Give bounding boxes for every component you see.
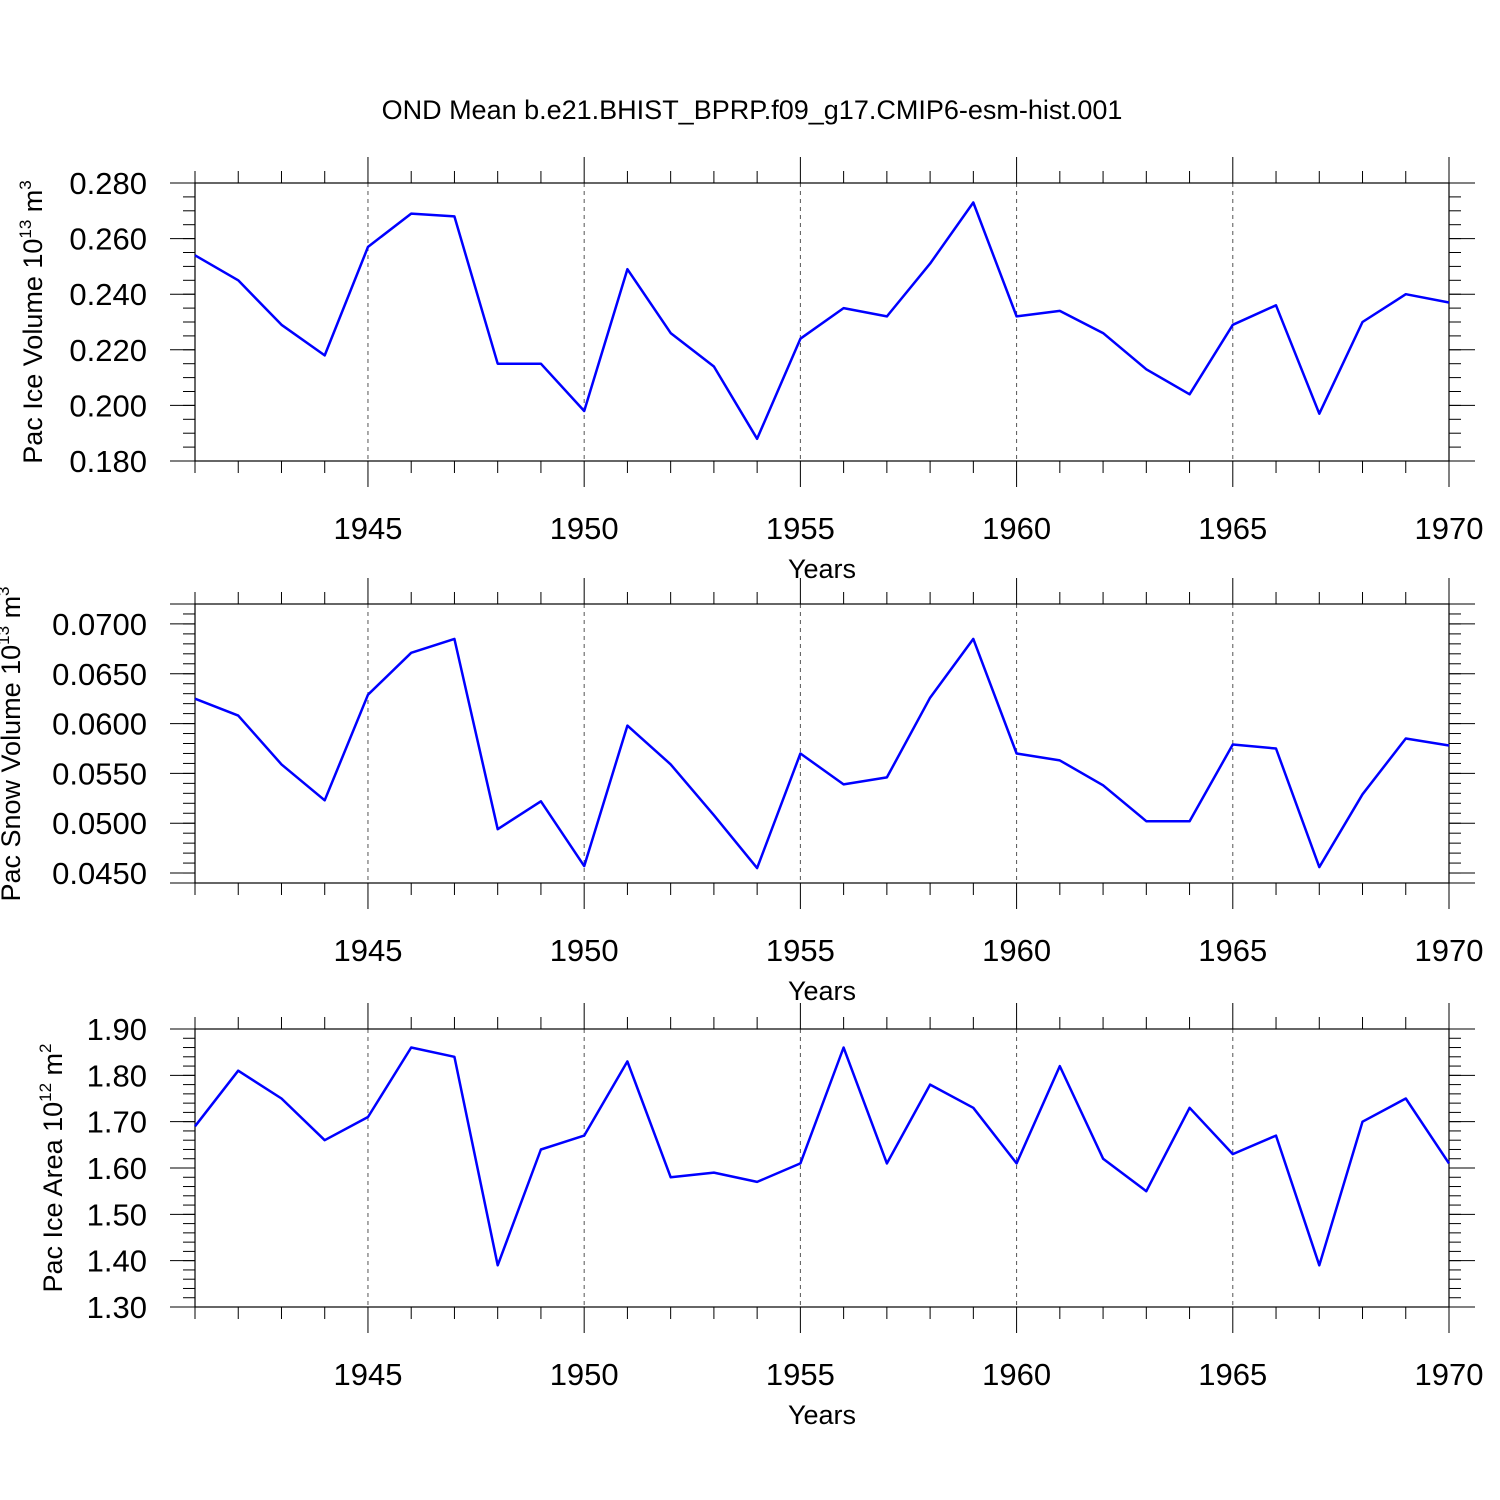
y-axis-title-text: Pac Ice Area 10 — [38, 1102, 68, 1293]
y-tick-label: 0.0450 — [52, 856, 147, 891]
x-axis-title: Years — [788, 976, 856, 1006]
panel-1: 1945 1950 1955 1960 1965 1970 Years 0.180 0.200 0… — [16, 157, 1483, 584]
y-tick-label: 0.0500 — [52, 806, 147, 841]
panel-3: 1945 1950 1955 1960 1965 1970 Years 1.30 1.40 1.5… — [36, 1003, 1483, 1430]
x-tick-label: 1970 — [1415, 1357, 1484, 1392]
chart-title: OND Mean b.e21.BHIST_BPRP.f09_g17.CMIP6-… — [382, 95, 1123, 125]
y-axis-title-text: Pac Ice Volume 10 — [18, 239, 48, 464]
y-axis-title: Pac Ice Volume 1013 m3 — [16, 180, 48, 464]
x-tick-label: 1965 — [1198, 1357, 1267, 1392]
y-axis-title-unit-exponent: 3 — [16, 180, 35, 189]
x-tick-label: 1970 — [1415, 933, 1484, 968]
y-tick-label: 0.200 — [69, 388, 147, 423]
y-tick-label: 0.0550 — [52, 756, 147, 791]
y-tick-label: 1.30 — [87, 1290, 147, 1325]
x-axis-title: Years — [788, 1400, 856, 1430]
y-axis-title-exponent: 13 — [16, 220, 35, 239]
y-axis-title-unit-exponent: 2 — [36, 1043, 55, 1052]
series-line — [194, 637, 1450, 870]
y-tick-label: 1.40 — [87, 1244, 147, 1279]
y-axis-title-unit: m — [0, 596, 26, 626]
x-tick-label: 1950 — [550, 933, 619, 968]
panel-2: 1945 1950 1955 1960 1965 1970 Years 0.0450 0.050… — [0, 578, 1483, 1006]
y-tick-label: 1.90 — [87, 1012, 147, 1047]
y-axis-title-unit: m — [38, 1053, 68, 1083]
y-tick-label: 0.0700 — [52, 607, 147, 642]
y-axis-title: Pac Snow Volume 1013 m3 — [0, 586, 26, 901]
y-axis-title-text: Pac Snow Volume 10 — [0, 645, 26, 902]
y-tick-label: 0.220 — [69, 333, 147, 368]
x-tick-label: 1955 — [766, 933, 835, 968]
series-line — [194, 1046, 1451, 1267]
y-tick-label: 0.180 — [69, 444, 147, 479]
y-tick-label: 1.60 — [87, 1151, 147, 1186]
x-tick-label: 1965 — [1198, 933, 1267, 968]
x-tick-label: 1950 — [550, 1357, 619, 1392]
x-tick-label: 1960 — [982, 511, 1051, 546]
y-tick-label: 0.0650 — [52, 657, 147, 692]
x-tick-label: 1945 — [333, 1357, 402, 1392]
y-tick-label: 1.70 — [87, 1105, 147, 1140]
y-tick-label: 1.50 — [87, 1197, 147, 1232]
y-axis-title-exponent: 13 — [0, 626, 13, 645]
series-line — [194, 201, 1450, 441]
x-tick-label: 1950 — [550, 511, 619, 546]
y-axis-title-unit-exponent: 3 — [0, 586, 13, 595]
x-tick-label: 1955 — [766, 511, 835, 546]
x-tick-label: 1945 — [333, 933, 402, 968]
y-tick-label: 0.240 — [69, 277, 147, 312]
y-axis-title: Pac Ice Area 1012 m2 — [36, 1043, 68, 1292]
plot-frame — [194, 1028, 1450, 1308]
panels: 1945 1950 1955 1960 1965 1970 Years 0.180 0.200 0… — [0, 157, 1483, 1430]
x-tick-label: 1955 — [766, 1357, 835, 1392]
y-tick-label: 0.260 — [69, 222, 147, 257]
plot-frame — [194, 603, 1450, 884]
x-tick-label: 1965 — [1198, 511, 1267, 546]
x-axis-title: Years — [788, 554, 856, 584]
x-tick-label: 1945 — [333, 511, 402, 546]
x-tick-label: 1960 — [982, 1357, 1051, 1392]
y-axis-title-unit: m — [18, 190, 48, 220]
y-tick-label: 0.0600 — [52, 707, 147, 742]
x-tick-label: 1960 — [982, 933, 1051, 968]
x-tick-label: 1970 — [1415, 511, 1484, 546]
y-tick-label: 0.280 — [69, 166, 147, 201]
y-axis-title-exponent: 12 — [36, 1083, 55, 1102]
y-tick-label: 1.80 — [87, 1058, 147, 1093]
